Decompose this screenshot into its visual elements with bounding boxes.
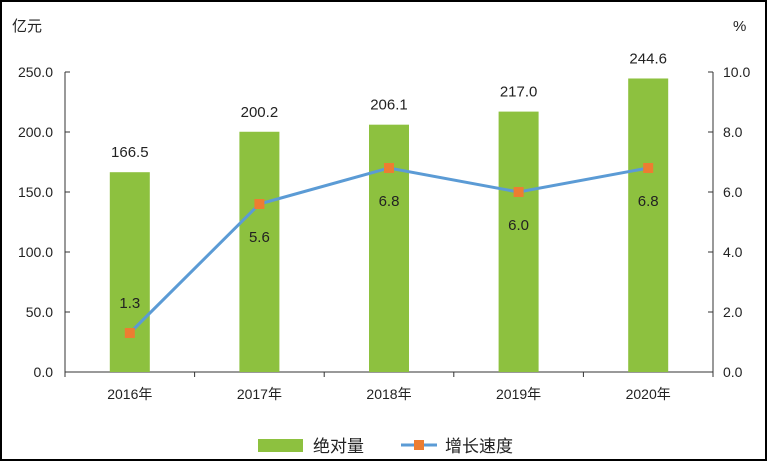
- line-data-label: 5.6: [249, 229, 270, 246]
- bar: [239, 131, 280, 372]
- right-tick-label: 4.0: [723, 244, 743, 260]
- left-tick-label: 250.0: [18, 64, 53, 80]
- line-marker: [124, 328, 135, 338]
- line-marker: [384, 163, 394, 173]
- line-marker: [643, 163, 654, 173]
- x-tick-label: 2019年: [496, 386, 541, 402]
- right-axis-unit: %: [733, 18, 746, 35]
- legend-bar-label: 绝对量: [313, 437, 364, 456]
- bar: [109, 172, 150, 372]
- left-tick-label: 150.0: [18, 184, 53, 200]
- left-axis-unit: 亿元: [12, 18, 42, 35]
- bar: [628, 78, 669, 372]
- right-tick-label: 6.0: [723, 184, 743, 200]
- bar: [498, 111, 539, 372]
- left-tick-label: 200.0: [18, 124, 53, 140]
- right-tick-label: 10.0: [723, 64, 750, 80]
- right-tick-label: 0.0: [723, 364, 743, 380]
- line-data-label: 6.8: [379, 193, 400, 210]
- line-data-label: 6.0: [508, 217, 529, 234]
- x-tick-label: 2017年: [237, 386, 282, 402]
- line-marker: [513, 187, 524, 197]
- left-tick-label: 50.0: [26, 304, 53, 320]
- line-marker: [254, 199, 265, 209]
- x-tick-label: 2018年: [366, 386, 411, 402]
- legend-line-label: 增长速度: [445, 437, 513, 456]
- legend-line-marker: [414, 440, 424, 450]
- legend: 绝对量 增长速度: [258, 437, 513, 456]
- bar-data-label: 200.2: [241, 104, 279, 121]
- right-tick-label: 2.0: [723, 304, 743, 320]
- line-data-label: 1.3: [119, 295, 140, 312]
- bar: [369, 124, 409, 373]
- bar-data-label: 244.6: [629, 50, 667, 67]
- left-tick-label: 100.0: [18, 244, 53, 260]
- bar-data-label: 166.5: [111, 144, 149, 161]
- line-data-label: 6.8: [638, 193, 659, 210]
- legend-bar-swatch: [258, 439, 303, 452]
- bar-data-label: 206.1: [370, 97, 408, 114]
- bar-data-label: 217.0: [500, 84, 538, 101]
- left-tick-label: 0.0: [34, 364, 54, 380]
- right-tick-label: 8.0: [723, 124, 743, 140]
- x-tick-label: 2016年: [107, 386, 152, 402]
- x-tick-label: 2020年: [626, 386, 671, 402]
